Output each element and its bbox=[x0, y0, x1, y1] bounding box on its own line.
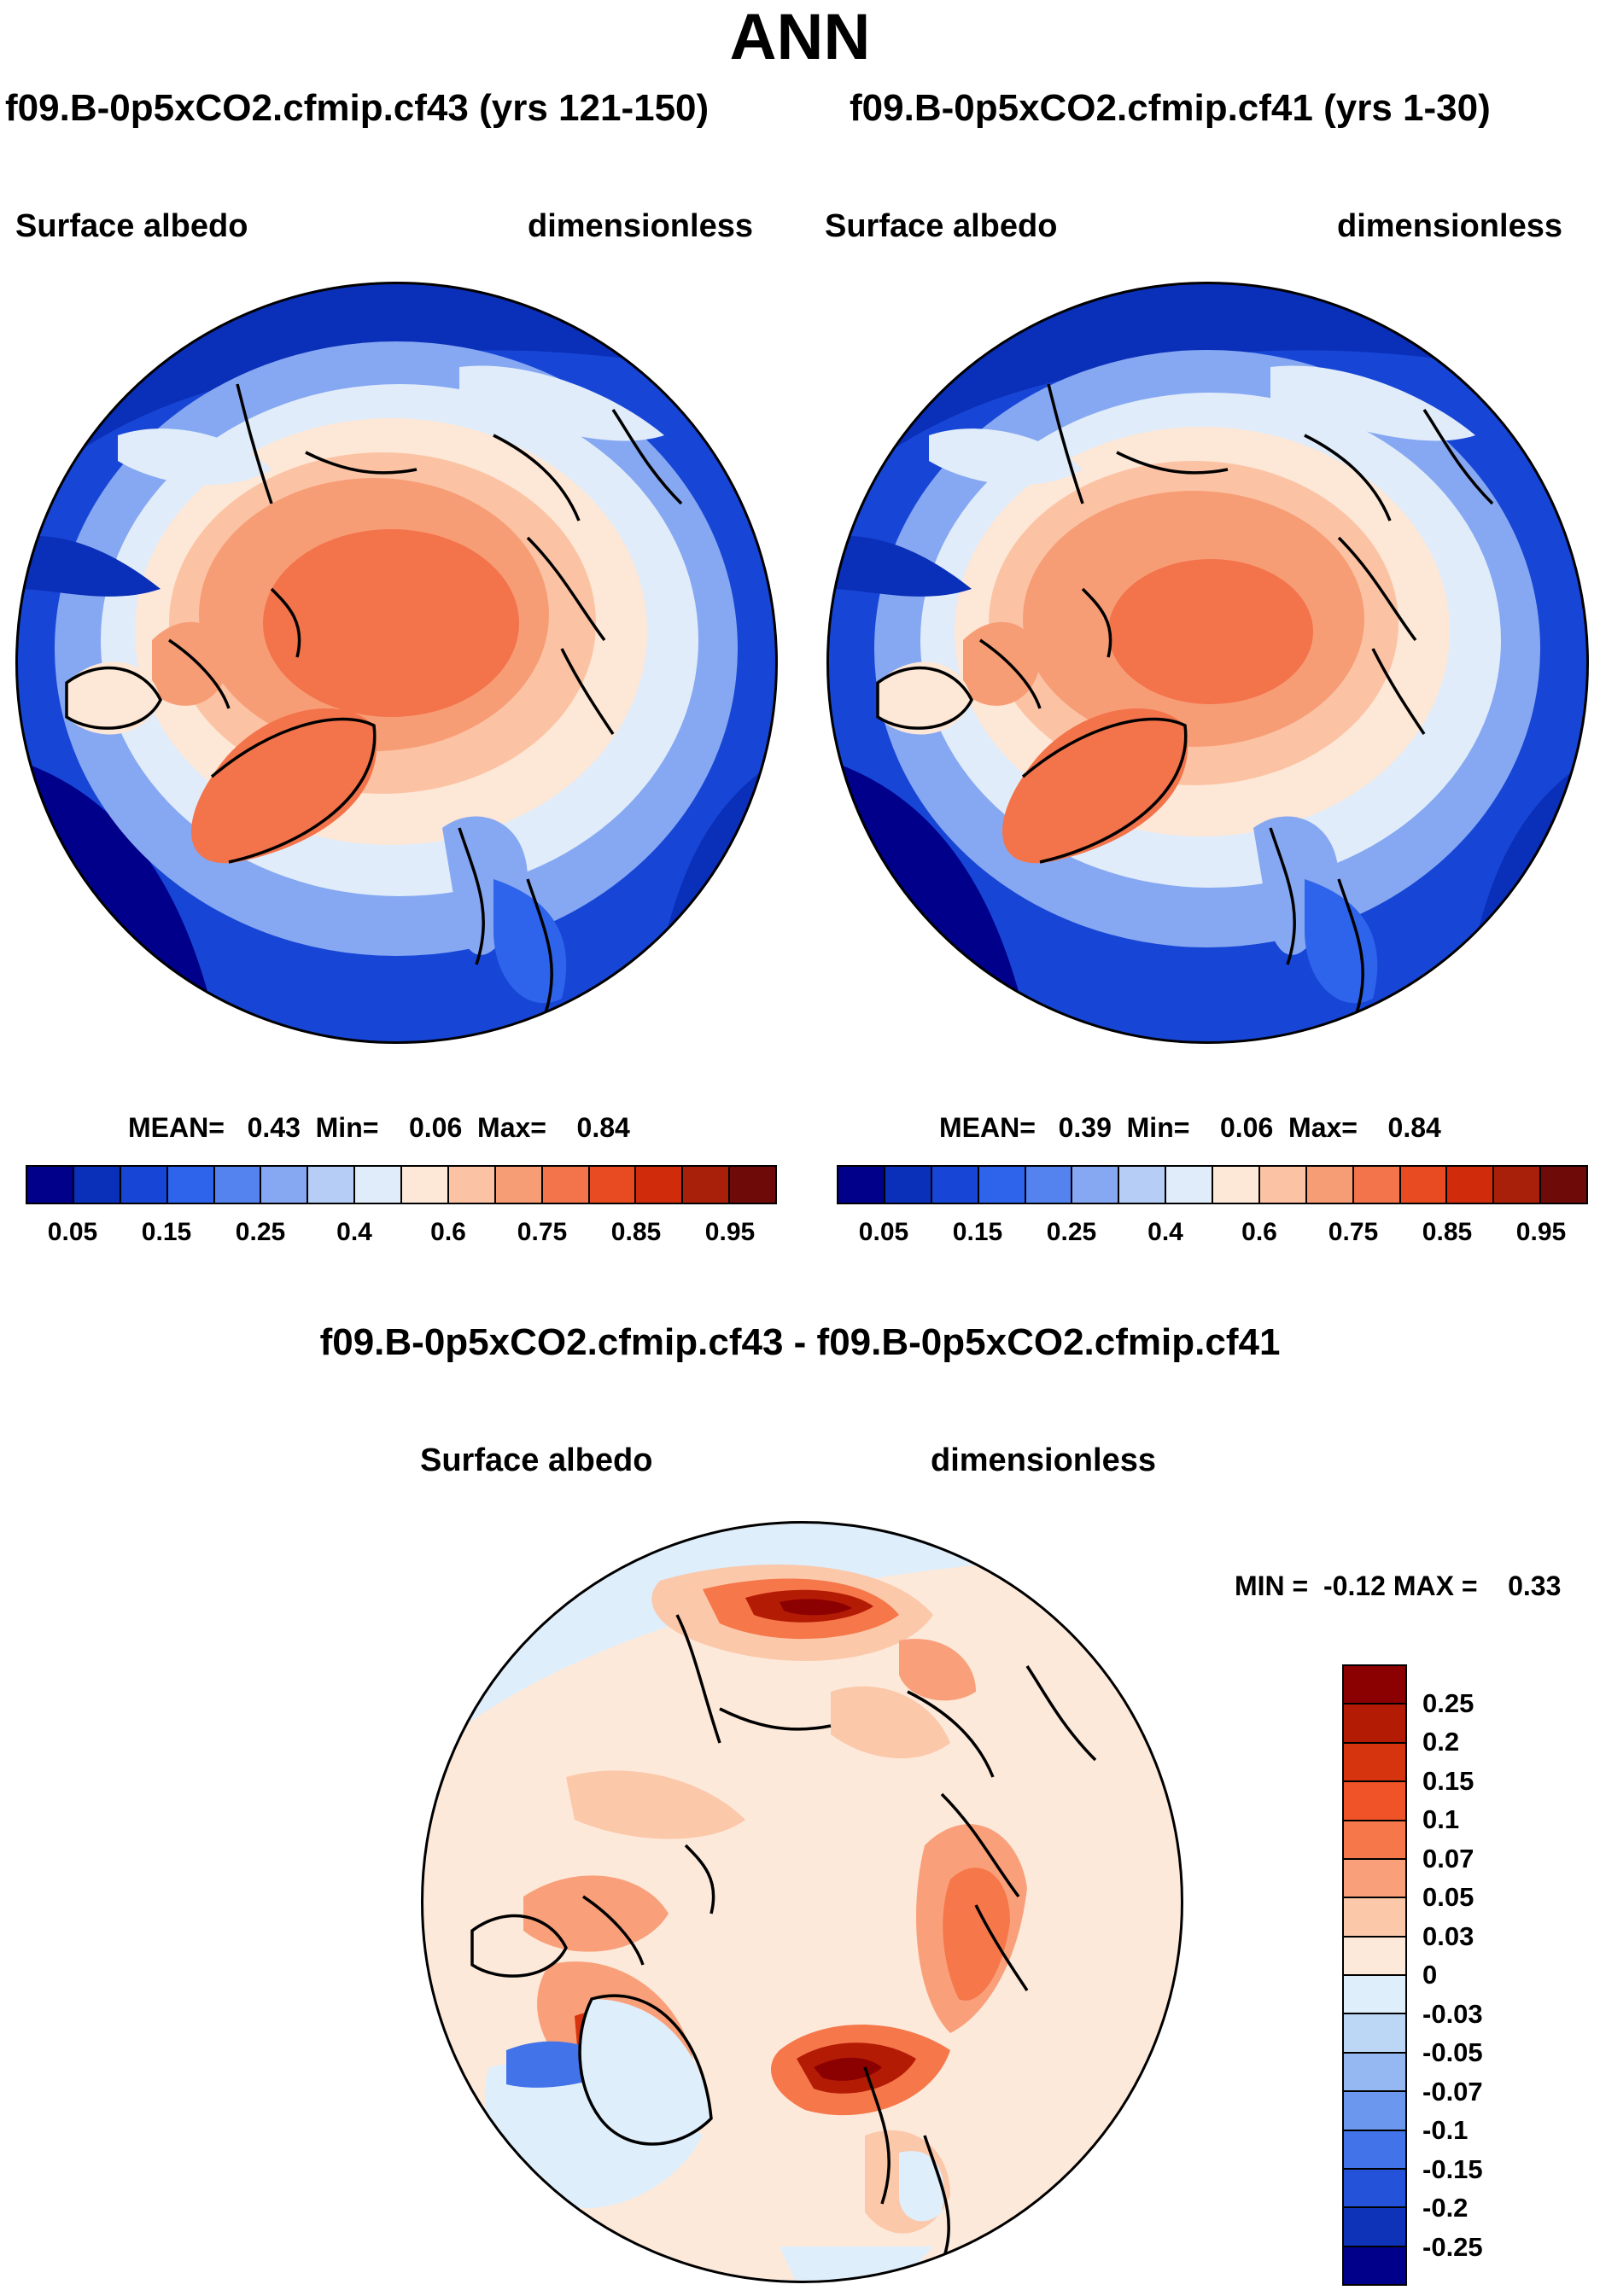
panel1-variable-label: Surface albedo bbox=[15, 208, 248, 244]
panel2-tick: 0.05 bbox=[858, 1218, 909, 1246]
panel1-polar-map bbox=[15, 282, 778, 1044]
difference-tick: -0.1 bbox=[1422, 2115, 1469, 2145]
difference-tick: -0.03 bbox=[1422, 1999, 1483, 2029]
panel2-tick: 0.15 bbox=[952, 1218, 1003, 1246]
panel1-tick: 0.6 bbox=[430, 1218, 466, 1246]
panel2-tick: 0.75 bbox=[1328, 1218, 1379, 1246]
difference-tick: 0 bbox=[1422, 1960, 1438, 1990]
difference-tick: -0.15 bbox=[1422, 2154, 1483, 2184]
panel1-tick: 0.95 bbox=[704, 1218, 756, 1246]
difference-tick: -0.07 bbox=[1422, 2077, 1483, 2107]
panel1-units-label: dimensionless bbox=[528, 208, 753, 244]
difference-title: f09.B-0p5xCO2.cfmip.cf43 - f09.B-0p5xCO2… bbox=[319, 1321, 1281, 1363]
panel1-tick: 0.4 bbox=[336, 1218, 372, 1246]
panel1-colorbar bbox=[26, 1165, 777, 1204]
difference-tick: -0.05 bbox=[1422, 2037, 1483, 2067]
panel2-tick: 0.95 bbox=[1515, 1218, 1567, 1246]
difference-tick: 0.25 bbox=[1422, 1688, 1474, 1718]
difference-colorbar bbox=[1342, 1664, 1407, 2286]
difference-tick: 0.15 bbox=[1422, 1766, 1474, 1796]
difference-tick: 0.1 bbox=[1422, 1804, 1460, 1834]
difference-tick: 0.07 bbox=[1422, 1844, 1474, 1874]
panel1-tick: 0.05 bbox=[47, 1218, 98, 1246]
difference-stats: MIN = -0.12 MAX = 0.33 bbox=[1235, 1570, 1562, 1601]
panel2-colorbar bbox=[837, 1165, 1588, 1204]
panel2-tick: 0.25 bbox=[1046, 1218, 1097, 1246]
panel1-tick: 0.25 bbox=[235, 1218, 286, 1246]
difference-polar-map bbox=[421, 1521, 1183, 2283]
difference-tick: 0.05 bbox=[1422, 1882, 1474, 1912]
panel1-stats: MEAN= 0.43 Min= 0.06 Max= 0.84 bbox=[128, 1112, 630, 1143]
panel1-case-title: f09.B-0p5xCO2.cfmip.cf43 (yrs 121-150) bbox=[5, 87, 709, 129]
panel2-case-title: f09.B-0p5xCO2.cfmip.cf41 (yrs 1-30) bbox=[850, 87, 1491, 129]
panel2-stats: MEAN= 0.39 Min= 0.06 Max= 0.84 bbox=[939, 1112, 1441, 1143]
difference-tick: -0.25 bbox=[1422, 2232, 1483, 2262]
difference-variable-label: Surface albedo bbox=[420, 1442, 653, 1478]
panel2-variable-label: Surface albedo bbox=[825, 208, 1058, 244]
difference-tick: 0.2 bbox=[1422, 1727, 1460, 1757]
page-title: ANN bbox=[729, 1, 871, 73]
difference-tick: -0.2 bbox=[1422, 2193, 1469, 2223]
panel1-tick: 0.85 bbox=[610, 1218, 662, 1246]
panel2-tick: 0.6 bbox=[1241, 1218, 1277, 1246]
difference-tick: 0.03 bbox=[1422, 1921, 1474, 1951]
panel1-tick: 0.75 bbox=[517, 1218, 568, 1246]
panel2-polar-map bbox=[826, 282, 1589, 1044]
panel2-tick: 0.4 bbox=[1147, 1218, 1183, 1246]
difference-units-label: dimensionless bbox=[931, 1442, 1156, 1478]
panel1-tick: 0.15 bbox=[141, 1218, 192, 1246]
panel2-tick: 0.85 bbox=[1422, 1218, 1473, 1246]
panel2-units-label: dimensionless bbox=[1337, 208, 1562, 244]
